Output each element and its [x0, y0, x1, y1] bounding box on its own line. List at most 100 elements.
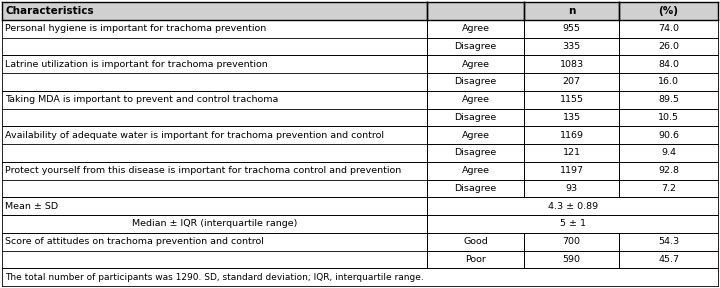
Text: 1155: 1155 — [559, 95, 584, 104]
Text: The total number of participants was 1290. SD, standard deviation; IQR, interqua: The total number of participants was 129… — [5, 273, 424, 282]
Text: 74.0: 74.0 — [658, 24, 679, 33]
Bar — [2, 91, 427, 109]
Text: Agree: Agree — [462, 24, 490, 33]
Bar — [2, 251, 427, 268]
Bar — [427, 179, 524, 197]
Text: 135: 135 — [562, 113, 580, 122]
Bar — [2, 233, 427, 251]
Bar — [524, 162, 619, 179]
Bar — [619, 162, 718, 179]
Text: 700: 700 — [562, 237, 580, 246]
Text: Good: Good — [463, 237, 488, 246]
Text: Taking MDA is important to prevent and control trachoma: Taking MDA is important to prevent and c… — [5, 95, 279, 104]
Bar — [524, 55, 619, 73]
Text: 1083: 1083 — [559, 60, 584, 69]
Text: Agree: Agree — [462, 60, 490, 69]
Text: Disagree: Disagree — [454, 77, 497, 86]
Bar — [619, 55, 718, 73]
Bar — [2, 2, 427, 20]
Text: n: n — [568, 6, 575, 16]
Bar — [2, 268, 718, 286]
Bar — [2, 37, 427, 55]
Text: 7.2: 7.2 — [661, 184, 676, 193]
Text: Agree: Agree — [462, 95, 490, 104]
Text: 121: 121 — [562, 148, 580, 157]
Text: 1197: 1197 — [559, 166, 584, 175]
Bar — [619, 251, 718, 268]
Bar — [2, 126, 427, 144]
Bar — [524, 2, 619, 20]
Bar — [427, 55, 524, 73]
Text: 955: 955 — [562, 24, 580, 33]
Bar — [2, 162, 427, 179]
Bar — [427, 162, 524, 179]
Bar — [2, 197, 427, 215]
Bar — [427, 144, 524, 162]
Text: 26.0: 26.0 — [658, 42, 679, 51]
Text: 90.6: 90.6 — [658, 131, 679, 140]
Text: Disagree: Disagree — [454, 148, 497, 157]
Text: 335: 335 — [562, 42, 581, 51]
Bar — [524, 233, 619, 251]
Text: 9.4: 9.4 — [661, 148, 676, 157]
Bar — [619, 91, 718, 109]
Text: 54.3: 54.3 — [658, 237, 679, 246]
Text: 590: 590 — [562, 255, 580, 264]
Text: Disagree: Disagree — [454, 42, 497, 51]
Bar — [619, 37, 718, 55]
Text: Latrine utilization is important for trachoma prevention: Latrine utilization is important for tra… — [5, 60, 268, 69]
Bar — [2, 215, 427, 233]
Bar — [2, 55, 427, 73]
Text: Personal hygiene is important for trachoma prevention: Personal hygiene is important for tracho… — [5, 24, 266, 33]
Bar — [524, 37, 619, 55]
Bar — [524, 73, 619, 91]
Bar — [427, 37, 524, 55]
Text: 93: 93 — [565, 184, 577, 193]
Bar — [619, 73, 718, 91]
Bar — [427, 91, 524, 109]
Bar — [427, 215, 718, 233]
Bar — [524, 179, 619, 197]
Bar — [619, 20, 718, 37]
Bar — [2, 20, 427, 37]
Text: Mean ± SD: Mean ± SD — [5, 202, 58, 211]
Bar — [524, 91, 619, 109]
Text: Disagree: Disagree — [454, 113, 497, 122]
Bar — [427, 233, 524, 251]
Bar — [427, 20, 524, 37]
Bar — [619, 233, 718, 251]
Bar — [524, 20, 619, 37]
Text: 45.7: 45.7 — [658, 255, 679, 264]
Bar — [619, 144, 718, 162]
Bar — [524, 126, 619, 144]
Bar — [2, 73, 427, 91]
Bar — [427, 109, 524, 126]
Bar — [619, 109, 718, 126]
Bar — [619, 2, 718, 20]
Text: Score of attitudes on trachoma prevention and control: Score of attitudes on trachoma preventio… — [5, 237, 264, 246]
Bar — [524, 251, 619, 268]
Text: 5 ± 1: 5 ± 1 — [559, 219, 585, 228]
Bar — [619, 126, 718, 144]
Bar — [524, 144, 619, 162]
Text: 84.0: 84.0 — [658, 60, 679, 69]
Bar — [427, 126, 524, 144]
Text: 16.0: 16.0 — [658, 77, 679, 86]
Text: Agree: Agree — [462, 131, 490, 140]
Bar — [427, 2, 524, 20]
Text: 89.5: 89.5 — [658, 95, 679, 104]
Bar — [2, 144, 427, 162]
Text: 4.3 ± 0.89: 4.3 ± 0.89 — [548, 202, 598, 211]
Bar — [427, 73, 524, 91]
Text: Availability of adequate water is important for trachoma prevention and control: Availability of adequate water is import… — [5, 131, 384, 140]
Text: (%): (%) — [659, 6, 678, 16]
Bar — [524, 109, 619, 126]
Bar — [2, 109, 427, 126]
Bar — [427, 251, 524, 268]
Text: Disagree: Disagree — [454, 184, 497, 193]
Text: 1169: 1169 — [559, 131, 584, 140]
Text: Median ± IQR (interquartile range): Median ± IQR (interquartile range) — [132, 219, 297, 228]
Bar — [427, 197, 718, 215]
Text: 92.8: 92.8 — [658, 166, 679, 175]
Bar — [619, 179, 718, 197]
